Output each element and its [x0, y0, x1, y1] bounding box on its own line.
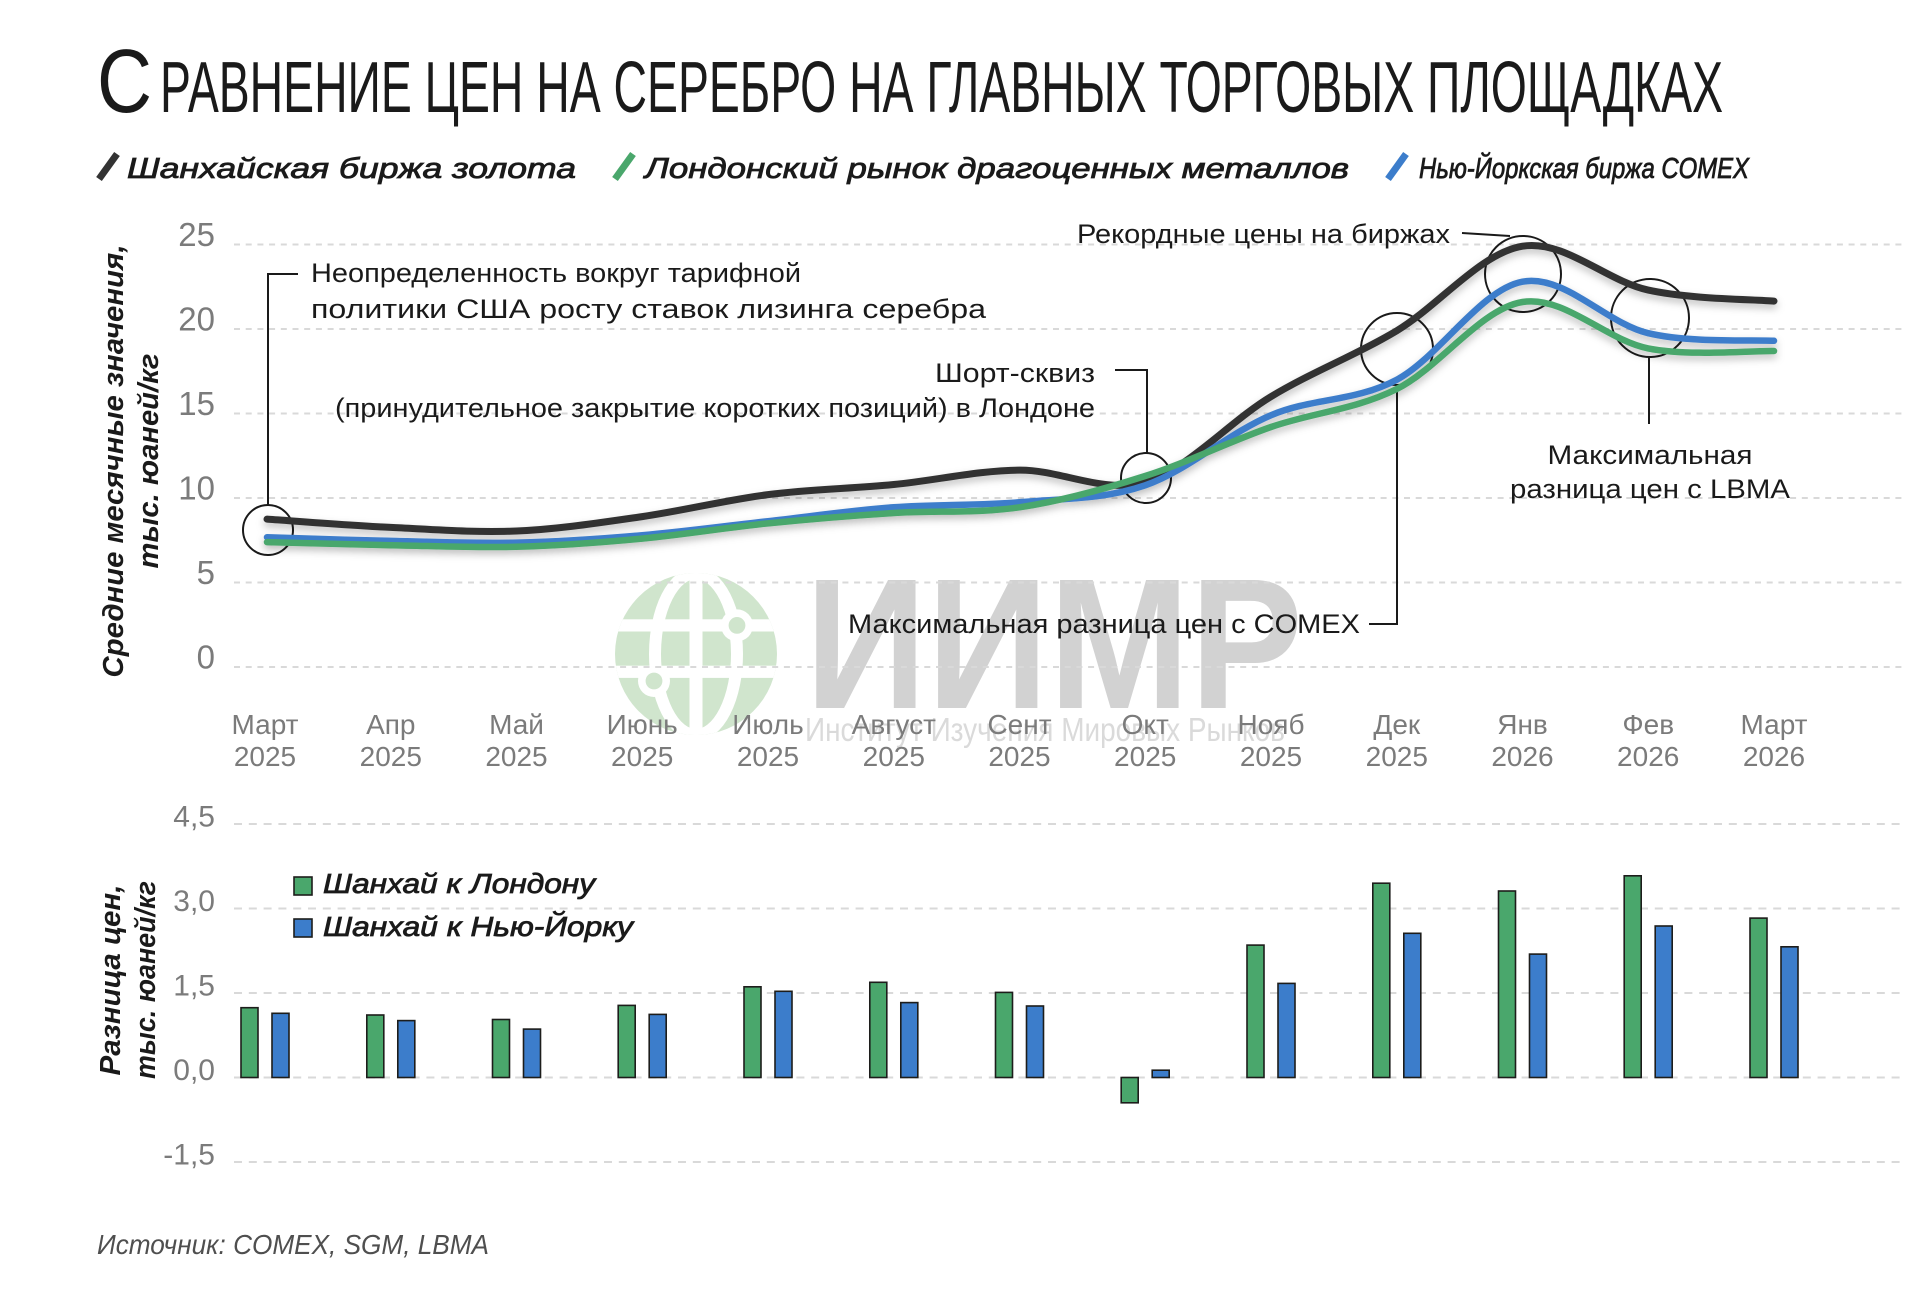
svg-text:2025: 2025: [863, 741, 925, 772]
svg-text:С: С: [97, 32, 152, 132]
svg-text:4,5: 4,5: [173, 801, 215, 834]
svg-text:2025: 2025: [737, 741, 799, 772]
svg-text:Неопределенность вокруг тарифн: Неопределенность вокруг тарифной: [311, 258, 801, 288]
svg-text:Шанхай к Лондону: Шанхай к Лондону: [323, 868, 597, 899]
svg-text:0: 0: [197, 639, 215, 676]
svg-text:2025: 2025: [360, 741, 422, 772]
svg-text:20: 20: [178, 301, 215, 338]
svg-text:25: 25: [178, 216, 215, 253]
svg-text:-1,5: -1,5: [163, 1139, 215, 1172]
svg-text:разница цен с LBMA: разница цен с LBMA: [1510, 474, 1790, 504]
svg-text:тыс. юаней/кг: тыс. юаней/кг: [133, 354, 165, 569]
svg-text:Шанхай к Нью-Йорку: Шанхай к Нью-Йорку: [323, 910, 635, 942]
svg-text:Фев: Фев: [1622, 709, 1674, 740]
svg-text:0,0: 0,0: [173, 1054, 215, 1087]
svg-text:Разница цен,: Разница цен,: [95, 885, 127, 1076]
svg-text:Максимальная: Максимальная: [1548, 440, 1753, 470]
svg-text:Март: Март: [232, 709, 299, 740]
svg-text:Средние месячные значения,: Средние месячные значения,: [98, 245, 130, 678]
svg-text:Апр: Апр: [366, 709, 415, 740]
svg-text:Март: Март: [1741, 709, 1808, 740]
svg-text:2025: 2025: [1240, 741, 1302, 772]
svg-text:2025: 2025: [1114, 741, 1176, 772]
svg-text:Максимальная разница цен с COM: Максимальная разница цен с COMEX: [848, 609, 1360, 639]
svg-text:2025: 2025: [485, 741, 547, 772]
svg-text:15: 15: [178, 385, 215, 422]
svg-text:политики США росту ставок лизи: политики США росту ставок лизинга серебр…: [311, 294, 987, 324]
svg-text:2025: 2025: [1366, 741, 1428, 772]
svg-text:Май: Май: [489, 709, 544, 740]
svg-text:Нью-Йоркская биржа COMEX: Нью-Йоркская биржа COMEX: [1419, 151, 1750, 185]
svg-text:РАВНЕНИЕ ЦЕН НА СЕРЕБРО НА ГЛА: РАВНЕНИЕ ЦЕН НА СЕРЕБРО НА ГЛАВНЫХ ТОРГО…: [160, 48, 1723, 128]
svg-text:Янв: Янв: [1497, 709, 1548, 740]
svg-text:2025: 2025: [611, 741, 673, 772]
svg-text:2025: 2025: [988, 741, 1050, 772]
svg-text:Шорт-сквиз: Шорт-сквиз: [935, 358, 1095, 388]
svg-text:10: 10: [178, 470, 215, 507]
svg-text:Август: Август: [852, 709, 936, 740]
svg-text:5: 5: [197, 554, 215, 591]
svg-text:ИИМР: ИИМР: [805, 541, 1303, 748]
svg-text:Институт Изучения Мировых Рынк: Институт Изучения Мировых Рынков: [805, 711, 1285, 748]
svg-text:3,0: 3,0: [173, 885, 215, 918]
svg-text:Нояб: Нояб: [1238, 709, 1305, 740]
svg-text:Июль: Июль: [732, 709, 803, 740]
svg-text:Рекордные цены на биржах: Рекордные цены на биржах: [1077, 219, 1451, 249]
svg-text:Июнь: Июнь: [607, 709, 678, 740]
svg-text:тыс. юаней/кг: тыс. юаней/кг: [130, 881, 162, 1079]
svg-text:2025: 2025: [234, 741, 296, 772]
svg-text:1,5: 1,5: [173, 970, 215, 1003]
svg-text:Окт: Окт: [1122, 709, 1169, 740]
svg-text:Дек: Дек: [1373, 709, 1421, 740]
svg-text:2026: 2026: [1491, 741, 1553, 772]
svg-text:2026: 2026: [1743, 741, 1805, 772]
svg-text:(принудительное закрытие корот: (принудительное закрытие коротких позици…: [335, 393, 1095, 423]
svg-text:Шанхайская биржа золота: Шанхайская биржа золота: [127, 153, 576, 185]
svg-text:Источник: COMEX, SGM, LBMA: Источник: COMEX, SGM, LBMA: [97, 1229, 489, 1260]
svg-text:Сент: Сент: [987, 709, 1051, 740]
svg-text:Лондонский рынок драгоценных м: Лондонский рынок драгоценных металлов: [643, 153, 1349, 185]
svg-text:2026: 2026: [1617, 741, 1679, 772]
